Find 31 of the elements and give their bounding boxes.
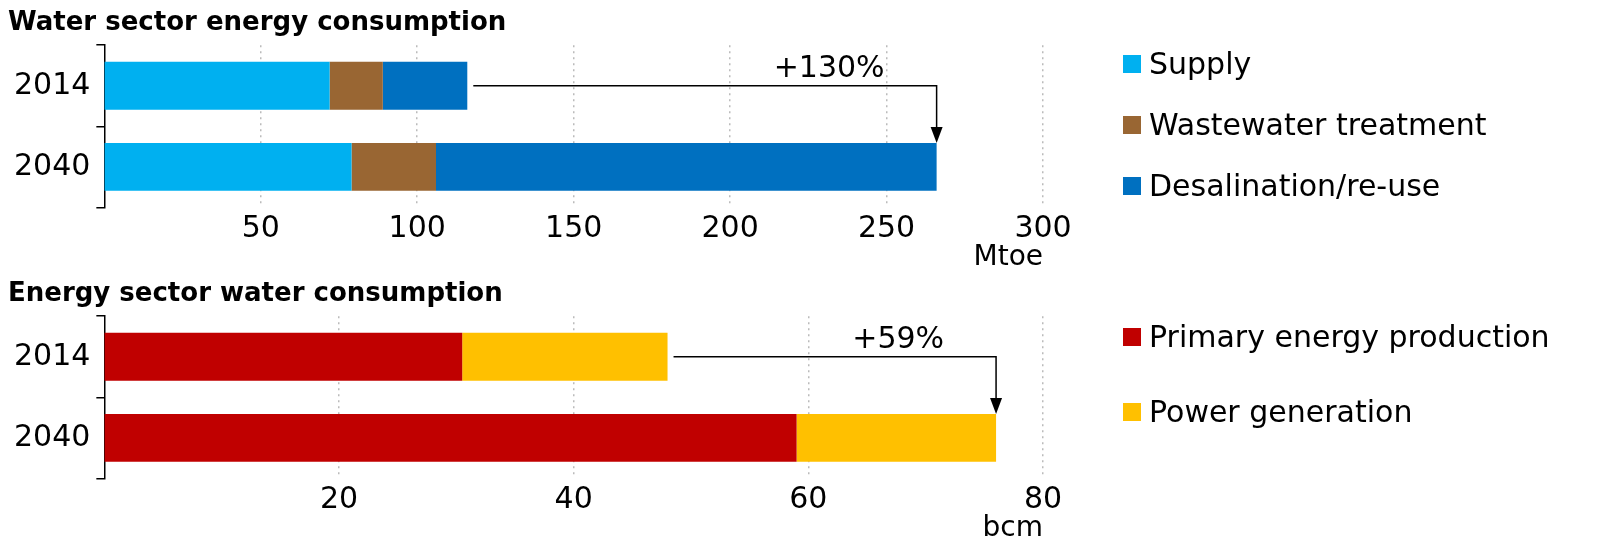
x-tick-label: 150 [545, 209, 603, 245]
y-tick-label: 2040 [13, 417, 91, 453]
bar [104, 61, 330, 110]
x-tick-label: 60 [789, 480, 828, 516]
legend-label: Supply [1149, 46, 1252, 81]
y-tick-label: 2014 [13, 65, 91, 101]
x-tick-label: 200 [701, 209, 759, 245]
bar [104, 142, 352, 191]
annotation: +59% [852, 319, 945, 355]
annotation: +130% [773, 48, 885, 84]
legend-label: Wastewater treatment [1149, 107, 1487, 142]
x-tick-label: 250 [857, 209, 916, 245]
x-tick-label: 100 [388, 209, 446, 245]
bar [382, 61, 468, 110]
bar [104, 413, 797, 462]
bar [436, 142, 937, 191]
x-tick-label: 50 [241, 209, 280, 245]
y-tick-label: 2014 [13, 336, 91, 372]
legend-label: Power generation [1149, 394, 1413, 429]
chart-title: Water sector energy consumption [8, 6, 507, 37]
legend-label: Desalination/re-use [1149, 168, 1441, 203]
x-tick-label: 40 [554, 480, 593, 516]
y-tick-label: 2040 [13, 146, 91, 182]
x-tick-label: 20 [319, 480, 359, 516]
bar [351, 142, 437, 191]
bar [462, 332, 668, 381]
bar [796, 413, 997, 462]
legend-label: Primary energy production [1149, 319, 1550, 354]
bar [104, 332, 463, 381]
bar [329, 61, 383, 110]
chart-title: Energy sector water consumption [8, 277, 503, 308]
